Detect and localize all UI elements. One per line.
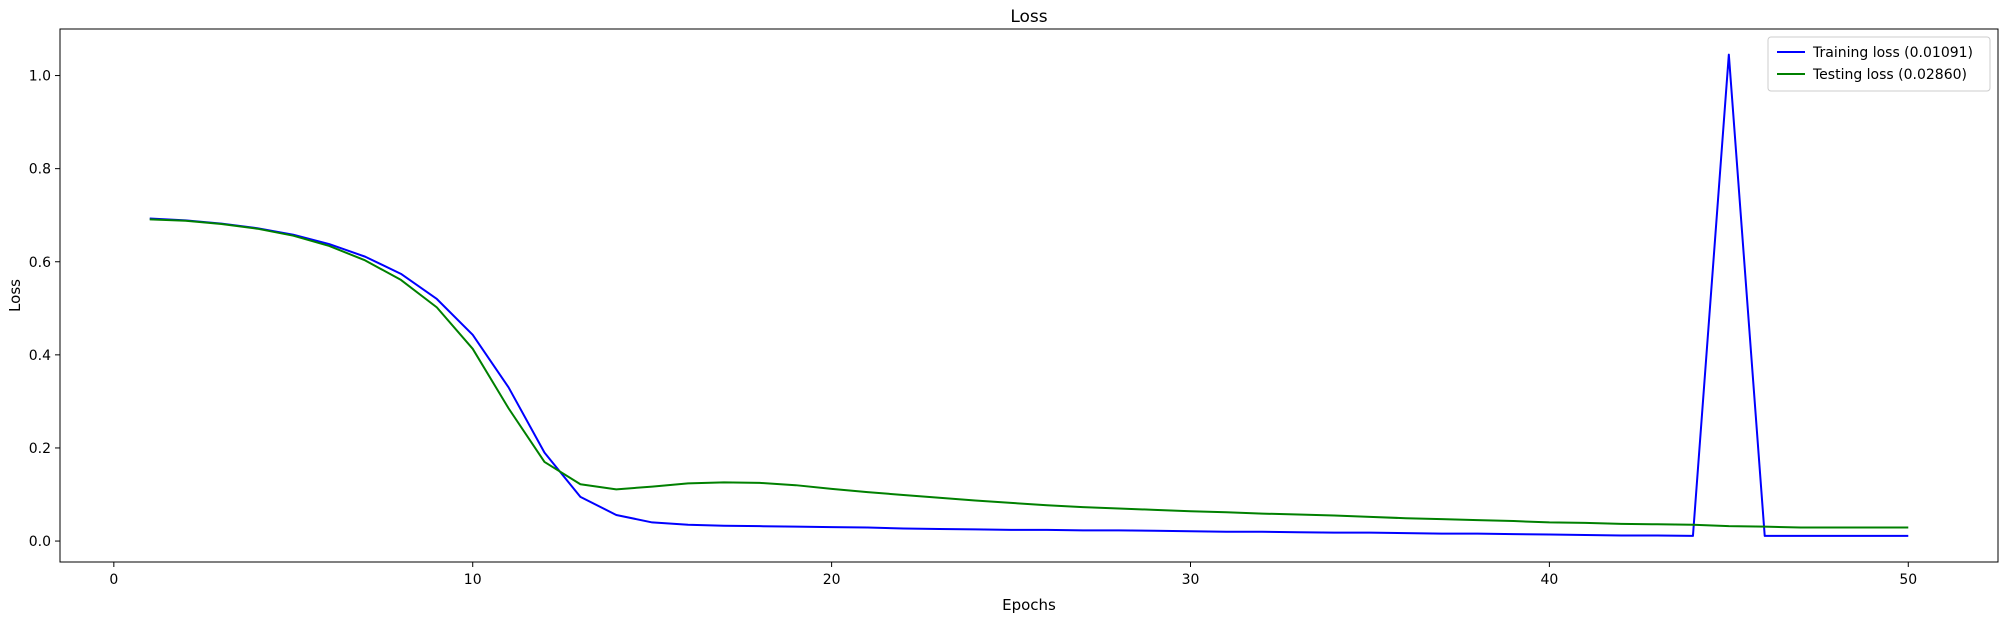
chart-title: Loss <box>1010 7 1047 27</box>
y-tick-label: 0.2 <box>29 441 51 457</box>
legend: Training loss (0.01091) Testing loss (0.0… <box>1767 36 1991 92</box>
series-line-2 <box>149 218 1909 529</box>
legend-label-1: Training loss (0.01091) <box>1812 45 1973 61</box>
y-tick-label: 0.8 <box>29 162 51 178</box>
y-tick-label: 0.0 <box>29 534 51 550</box>
x-tick-label: 30 <box>1182 572 1200 588</box>
x-tick-label: 50 <box>1899 572 1917 588</box>
y-tick-label: 1.0 <box>29 69 51 85</box>
axes-layer: 0 10 20 30 40 50 0.0 0.2 0.4 0.6 0.8 1.0 <box>29 28 1999 588</box>
y-tick-label: 0.6 <box>29 255 51 271</box>
x-axis-title: Epochs <box>1002 596 1056 614</box>
legend-box <box>1767 36 1991 92</box>
legend-label-2: Testing loss (0.02860) <box>1812 67 1967 83</box>
x-tick-label: 10 <box>464 572 482 588</box>
series-layer <box>149 53 1909 537</box>
x-tick-label: 40 <box>1540 572 1558 588</box>
plot-frame <box>59 28 1999 563</box>
x-tick-label: 0 <box>109 572 118 588</box>
y-axis-title: Loss <box>6 279 24 312</box>
y-tick-label: 0.4 <box>29 348 51 364</box>
series-line-1 <box>149 53 1909 537</box>
x-tick-label: 20 <box>823 572 841 588</box>
